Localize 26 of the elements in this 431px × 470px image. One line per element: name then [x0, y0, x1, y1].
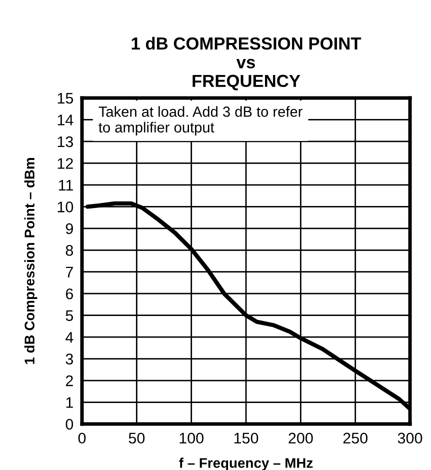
x-tick-label: 50	[128, 432, 145, 444]
x-tick-label: 250	[343, 432, 368, 444]
x-tick-label: 300	[398, 432, 422, 444]
y-tick-label: 2	[66, 375, 73, 386]
y-tick-label: 8	[66, 245, 74, 256]
y-tick-label: 0	[66, 418, 74, 430]
annotation: Taken at load. Add 3 dB to refer to amplifier output	[98, 106, 302, 136]
x-tick-label: 200	[288, 432, 313, 444]
y-tick-label: 5	[66, 310, 74, 322]
y-tick-label: 3	[66, 354, 73, 364]
y-tick-label: 10	[58, 202, 74, 212]
y-tick-label: 14	[58, 114, 74, 126]
y-tick-label: 1	[66, 397, 73, 408]
x-tick-label: 150	[234, 432, 258, 444]
y-tick-label: 6	[66, 288, 73, 300]
x-tick-label: 0	[78, 432, 86, 444]
y-tick-label: 13	[58, 136, 73, 148]
y-tick-label: 9	[66, 223, 73, 234]
y-tick-label: 15	[58, 93, 74, 104]
x-tick-label: 100	[180, 432, 204, 444]
y-tick-label: 4	[66, 332, 74, 343]
chart-title: 1 dB COMPRESSION POINT vs FREQUENCY	[132, 36, 362, 90]
y-tick-label: 11	[58, 180, 73, 190]
y-tick-label: 7	[66, 266, 73, 278]
y-axis-title: 1 dB Compression Point – dBm	[24, 158, 38, 364]
y-tick-label: 12	[58, 158, 73, 169]
